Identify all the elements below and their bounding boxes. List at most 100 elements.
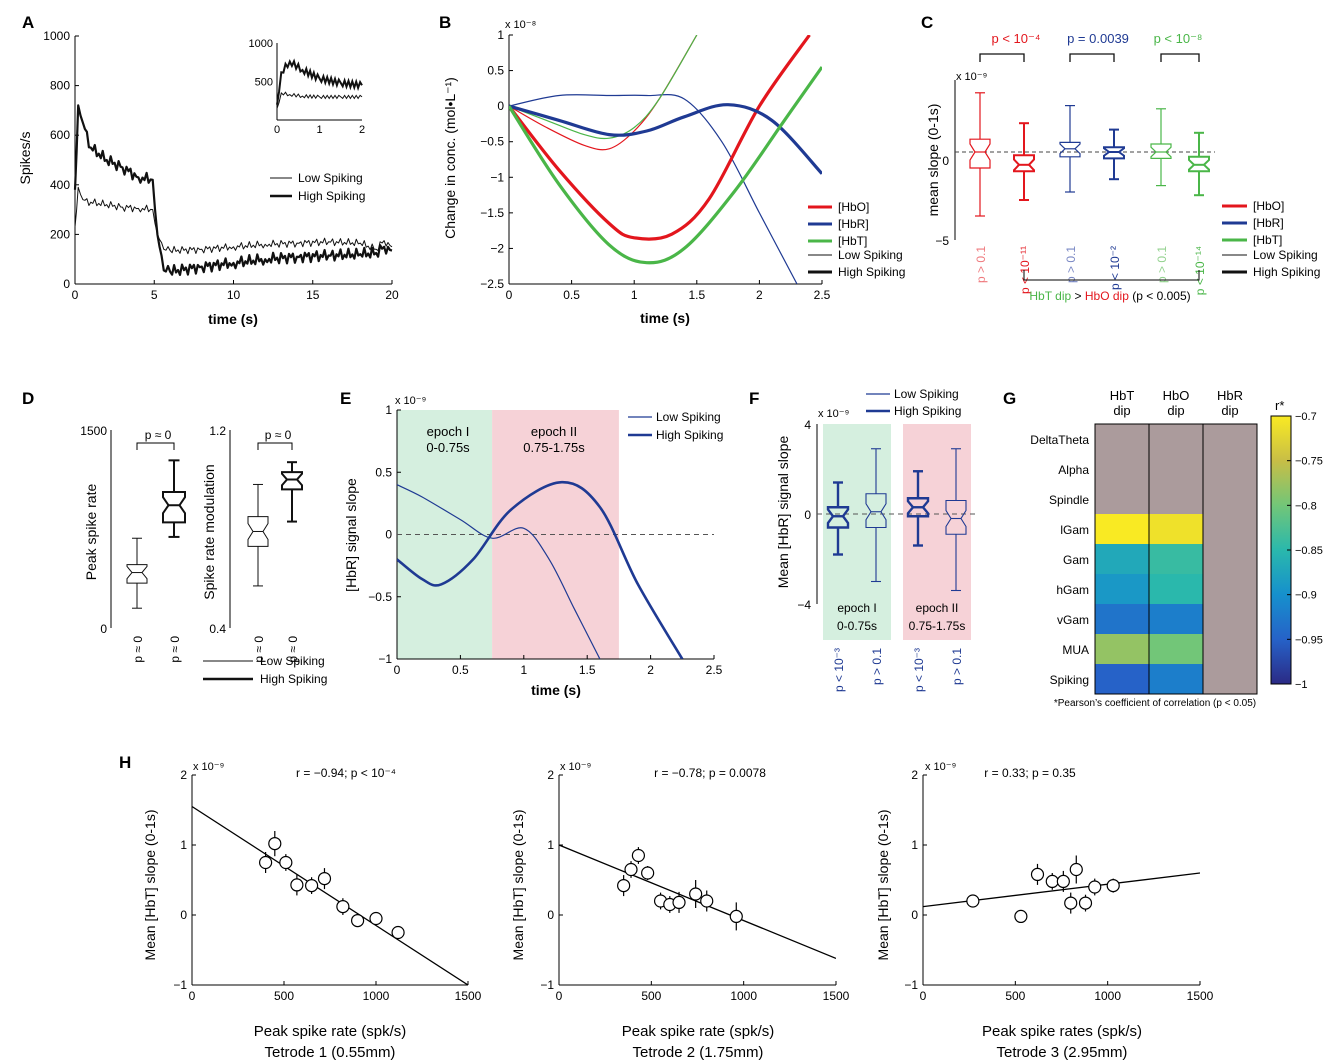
h2-plot: [559, 844, 836, 960]
g-col-label-2-0: HbR: [1217, 388, 1243, 403]
b-y-tick-label: −2.5: [480, 277, 504, 291]
c-legend-hbt: [HbT]: [1253, 233, 1282, 247]
a-x-tick-label: 20: [385, 288, 399, 302]
b-y-tick-label: −2: [490, 241, 504, 255]
h3-scale: x 10⁻⁹: [925, 761, 956, 773]
e-x-tick-label: 2: [647, 663, 654, 677]
a-inset-y-tick-label: 1000: [249, 38, 273, 50]
c-p-hbo: p < 10⁻⁴: [992, 31, 1041, 46]
g-footnote: *Pearson’s coefficient of correlation (p…: [1054, 698, 1256, 709]
f-2-box: [906, 497, 930, 518]
h3-x-tick-label: 500: [1005, 989, 1025, 1003]
g-col-label-0-1: dip: [1113, 403, 1130, 418]
e-epoch2-range: 0.75-1.75s: [523, 440, 585, 455]
a-y-tick-label: 800: [50, 79, 70, 93]
e-lines: [397, 480, 684, 659]
g-cell-r3-c0: [1095, 514, 1149, 544]
d-left-y-tick-label: 1500: [80, 424, 107, 438]
h1-scale: x 10⁻⁹: [193, 761, 224, 773]
g-row-label-8: Spiking: [1050, 673, 1089, 687]
a-inset-x-tick-label: 2: [359, 124, 365, 136]
g-cell-r5-c1: [1149, 574, 1203, 604]
g-colorbar-tick-label: −0.85: [1295, 545, 1323, 557]
a-series-low-line: [74, 186, 393, 255]
c-y-tick-label: 0: [942, 154, 949, 168]
a-inset-x-tick-label: 0: [274, 124, 280, 136]
h1-point: [259, 855, 273, 870]
h2-point: [729, 909, 743, 924]
f-y-tick-label: −4: [797, 598, 811, 612]
a-inset-low-line: [276, 91, 363, 109]
h1-y-tick-label: −1: [173, 978, 187, 992]
h1-point: [391, 925, 405, 940]
h2-point: [689, 887, 703, 901]
h2-x-tick-label: 0: [556, 989, 563, 1003]
h2-x-tick-label: 1500: [823, 989, 850, 1003]
e-series-low-line: [397, 484, 601, 659]
g-cbar-label: r*: [1275, 398, 1284, 413]
a-inset-y-tick-label: 500: [255, 77, 273, 89]
c-note-hbo: HbO dip: [1085, 289, 1129, 303]
b-lines: [509, 35, 822, 284]
f-epoch2-name: epoch II: [916, 601, 959, 615]
g-cell-r2-c1: [1149, 484, 1203, 514]
f-bottom-p-2: p < 10⁻³: [912, 648, 926, 692]
f-ylabel: Mean [HbR] signal slope: [775, 436, 791, 589]
g-colorbar-tick-label: −0.7: [1295, 411, 1317, 423]
g-cell-r1-c0: [1095, 454, 1149, 484]
b-x-tick-label: 0: [506, 288, 513, 302]
e-epoch1-name: epoch I: [427, 424, 470, 439]
h1-y-tick-label: 0: [180, 908, 187, 922]
f-epoch2-bg: [903, 424, 971, 640]
g-cell-r6-c2: [1203, 604, 1257, 634]
g-row-label-6: vGam: [1057, 613, 1089, 627]
b-legend-high: High Spiking: [838, 265, 905, 279]
g-cell-r0-c0: [1095, 424, 1149, 454]
h1-subtitle: Tetrode 1 (0.55mm): [265, 1044, 396, 1061]
d-bottom-p-2: p ≈ 0: [252, 636, 266, 663]
e-epoch1-range: 0-0.75s: [426, 440, 470, 455]
b-series-line-1: [509, 93, 798, 284]
e-x-tick-label: 0.5: [452, 663, 469, 677]
g-cell-r4-c1: [1149, 544, 1203, 574]
c-scale: x 10⁻⁹: [956, 71, 987, 83]
h2-point: [617, 878, 631, 893]
e-x-tick-label: 2.5: [706, 663, 723, 677]
b-series-line-3: [509, 35, 811, 241]
b-y-tick-label: −1: [490, 170, 504, 184]
c-2-box: [1059, 141, 1081, 158]
c-1-box: [1013, 154, 1035, 173]
g-cell-r3-c1: [1149, 514, 1203, 544]
c-y-tick-label: −5: [935, 234, 949, 248]
d-bottom-p-3: p ≈ 0: [286, 636, 300, 663]
g-cell-r7-c0: [1095, 634, 1149, 664]
h1-y-tick-label: 2: [180, 768, 187, 782]
a-legend-high: High Spiking: [298, 189, 365, 203]
a-y-tick-label: 1000: [43, 29, 70, 43]
h2-y-tick-label: 0: [547, 908, 554, 922]
h2-x-tick-label: 1000: [730, 989, 757, 1003]
d-right-low-box: [247, 516, 269, 547]
h3-x-tick-label: 0: [920, 989, 927, 1003]
g-cell-r1-c1: [1149, 454, 1203, 484]
e-x-tick-label: 1: [520, 663, 527, 677]
h2-ylabel: Mean [HbT] slope (0-1s): [510, 810, 526, 961]
e-epoch2-name: epoch II: [531, 424, 577, 439]
b-x-tick-label: 0.5: [563, 288, 580, 302]
g-cell-r5-c2: [1203, 574, 1257, 604]
g-cell-r4-c0: [1095, 544, 1149, 574]
h2-scale: x 10⁻⁹: [560, 761, 591, 773]
h3-point: [1056, 874, 1070, 889]
h2-fit-line: [559, 844, 836, 960]
h2-y-tick-label: −1: [540, 978, 554, 992]
g-row-label-7: MUA: [1062, 643, 1089, 657]
a-ylabel: Spikes/s: [17, 132, 33, 185]
h1-point: [279, 855, 293, 870]
panel-letter-d: D: [22, 389, 34, 408]
b-x-tick-label: 2.5: [814, 288, 831, 302]
g-cell-r8-c2: [1203, 664, 1257, 694]
c-note-p: (p < 0.005): [1129, 289, 1191, 303]
g-cell-r3-c2: [1203, 514, 1257, 544]
h3-y-tick-label: 0: [911, 908, 918, 922]
